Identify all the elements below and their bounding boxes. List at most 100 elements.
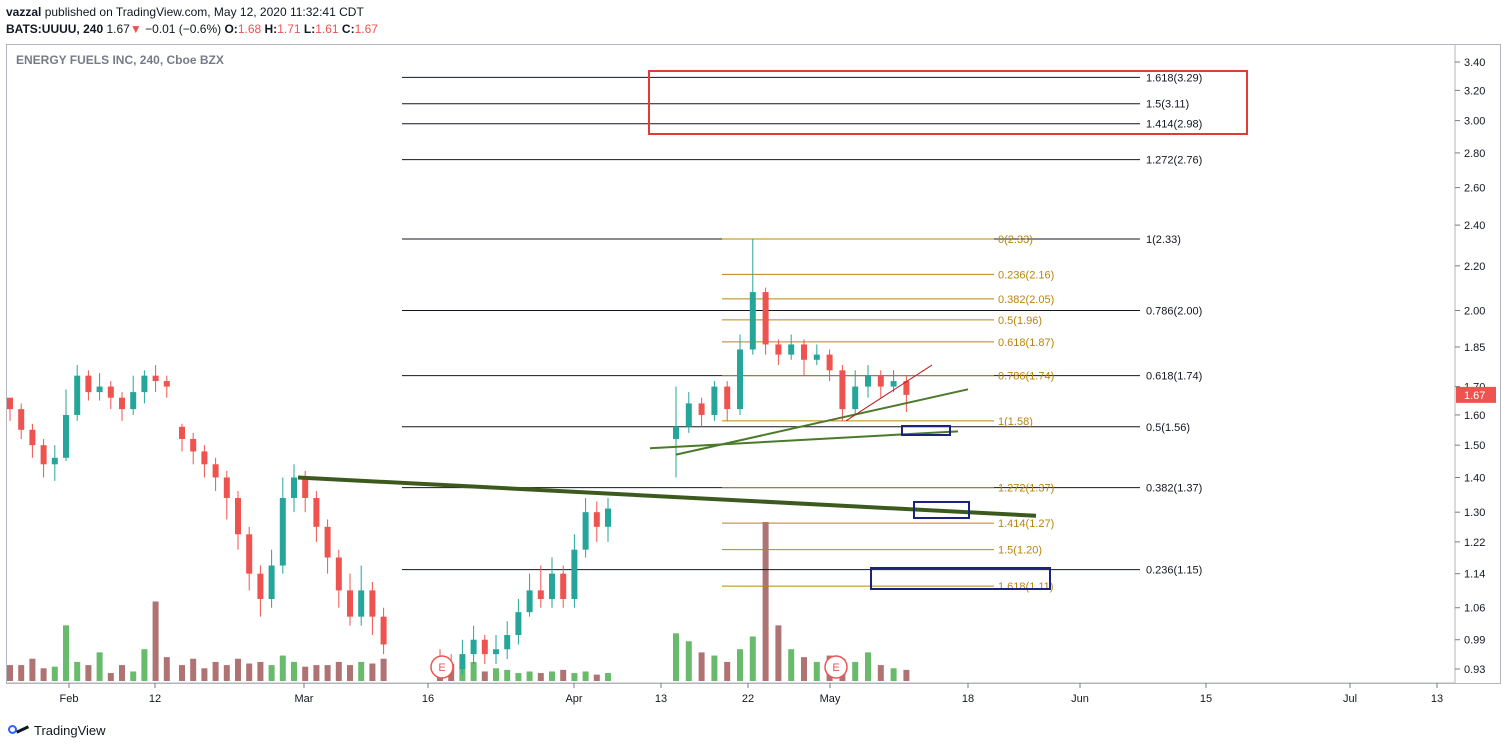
- price-tick-label: 1.30: [1464, 507, 1485, 519]
- volume-bar: [504, 669, 511, 681]
- fib-extension-label: 0.618(1.87): [998, 337, 1054, 349]
- volume-bar: [852, 661, 859, 681]
- price-tick-label: 2.00: [1464, 305, 1485, 317]
- brand-name[interactable]: TradingView: [34, 722, 106, 738]
- candle-body: [481, 639, 488, 655]
- volume-bar: [698, 652, 705, 681]
- close-label: C:: [341, 22, 355, 36]
- fib-level-label: 0.382(1.37): [1146, 483, 1202, 495]
- volume-bar: [605, 673, 611, 681]
- candle-body: [571, 549, 578, 599]
- candle-body: [29, 429, 36, 446]
- candle-body: [673, 426, 679, 439]
- candle-body: [212, 464, 219, 478]
- volume-bar: [762, 522, 769, 681]
- price-tick-label: 3.00: [1464, 116, 1485, 128]
- fib-level-label: 1.272(2.76): [1146, 155, 1202, 167]
- time-tick-label: 22: [742, 693, 754, 705]
- volume-bar: [29, 658, 36, 681]
- volume-bar: [51, 666, 58, 681]
- candle-body: [698, 403, 705, 415]
- volume-bar: [549, 671, 555, 681]
- volume-bar: [470, 661, 477, 681]
- candle-body: [141, 375, 148, 393]
- fib-level-label: 1.618(3.29): [1146, 72, 1202, 84]
- candle-body: [235, 497, 241, 535]
- author-name[interactable]: vazzal: [6, 5, 42, 19]
- candle-body: [526, 590, 533, 613]
- volume-bar: [788, 649, 795, 681]
- candle-body: [801, 344, 807, 360]
- fib-level-label: 1(2.33): [1146, 234, 1181, 246]
- volume-bar: [711, 655, 718, 681]
- volume-bar: [130, 671, 137, 681]
- last-price-badge: [1456, 386, 1496, 403]
- volume-bar: [212, 661, 219, 681]
- open-value: 1.68: [237, 22, 262, 36]
- breakout-box: [913, 501, 970, 519]
- candle-body: [711, 386, 718, 415]
- earnings-marker-label: E: [438, 662, 445, 674]
- volume-bar: [141, 649, 148, 681]
- volume-bar: [537, 673, 544, 681]
- candle-body: [51, 457, 58, 465]
- candle-body: [749, 292, 756, 350]
- price-tick-label: 2.20: [1464, 261, 1485, 273]
- candle-body: [63, 414, 69, 458]
- volume-bar: [582, 671, 589, 681]
- volume-bar: [302, 666, 309, 681]
- volume-bar: [801, 657, 807, 681]
- candle-body: [549, 573, 555, 599]
- descending-trendline: [297, 475, 1037, 518]
- fib-extension-label: 1.414(1.27): [998, 518, 1054, 530]
- candle-body: [826, 354, 833, 371]
- fib-level-label: 0.236(1.15): [1146, 565, 1202, 577]
- candle-body: [85, 375, 92, 393]
- volume-bar: [163, 657, 170, 681]
- red-trendline: [845, 364, 933, 422]
- target-low-box: [870, 567, 1051, 590]
- volume-bar: [107, 673, 114, 681]
- time-tick-label: Jul: [1343, 693, 1357, 705]
- volume-bar: [724, 661, 731, 681]
- volume-bar: [63, 625, 69, 681]
- candle-body: [257, 573, 264, 599]
- fib-extension-label: 1.5(1.20): [998, 545, 1042, 557]
- volume-bar: [775, 625, 782, 681]
- volume-bar: [74, 661, 81, 681]
- price-tick-label: 2.80: [1464, 148, 1485, 160]
- publish-text: published on TradingView.com, May 12, 20…: [41, 5, 364, 19]
- fib-extension-label: 0.236(2.16): [998, 269, 1054, 281]
- volume-bar: [96, 652, 103, 681]
- volume-bar: [119, 665, 125, 681]
- candle-body: [324, 526, 331, 558]
- fib-extension-label: 1(1.58): [998, 416, 1033, 428]
- price-tick-label: 1.60: [1464, 410, 1485, 422]
- price-tick-label: 2.40: [1464, 220, 1485, 232]
- candle-body: [201, 451, 208, 465]
- price-tick-label: 2.60: [1464, 183, 1485, 195]
- volume-bar: [291, 661, 297, 681]
- fib-level-label: 0.5(1.56): [1146, 422, 1190, 434]
- volume-bar: [369, 663, 376, 681]
- volume-bar: [865, 652, 871, 681]
- volume-bar: [358, 661, 365, 681]
- candle-body: [865, 375, 871, 387]
- high-value: 1.71: [277, 22, 301, 36]
- volume-bar: [526, 671, 533, 681]
- low-label: L:: [303, 22, 316, 36]
- candle-body: [560, 573, 567, 599]
- candle-body: [459, 654, 466, 669]
- candle-body: [7, 397, 13, 410]
- candle-body: [163, 381, 170, 387]
- candle-body: [852, 386, 859, 410]
- time-tick-label: Mar: [295, 693, 314, 705]
- earnings-marker: [430, 655, 454, 679]
- tradingview-logo-icon: [8, 723, 30, 737]
- volume-bar: [268, 665, 275, 681]
- candle-body: [74, 375, 81, 415]
- volume-bar: [246, 663, 253, 681]
- price-tick-label: 0.93: [1464, 664, 1485, 676]
- volume-bar: [313, 665, 320, 681]
